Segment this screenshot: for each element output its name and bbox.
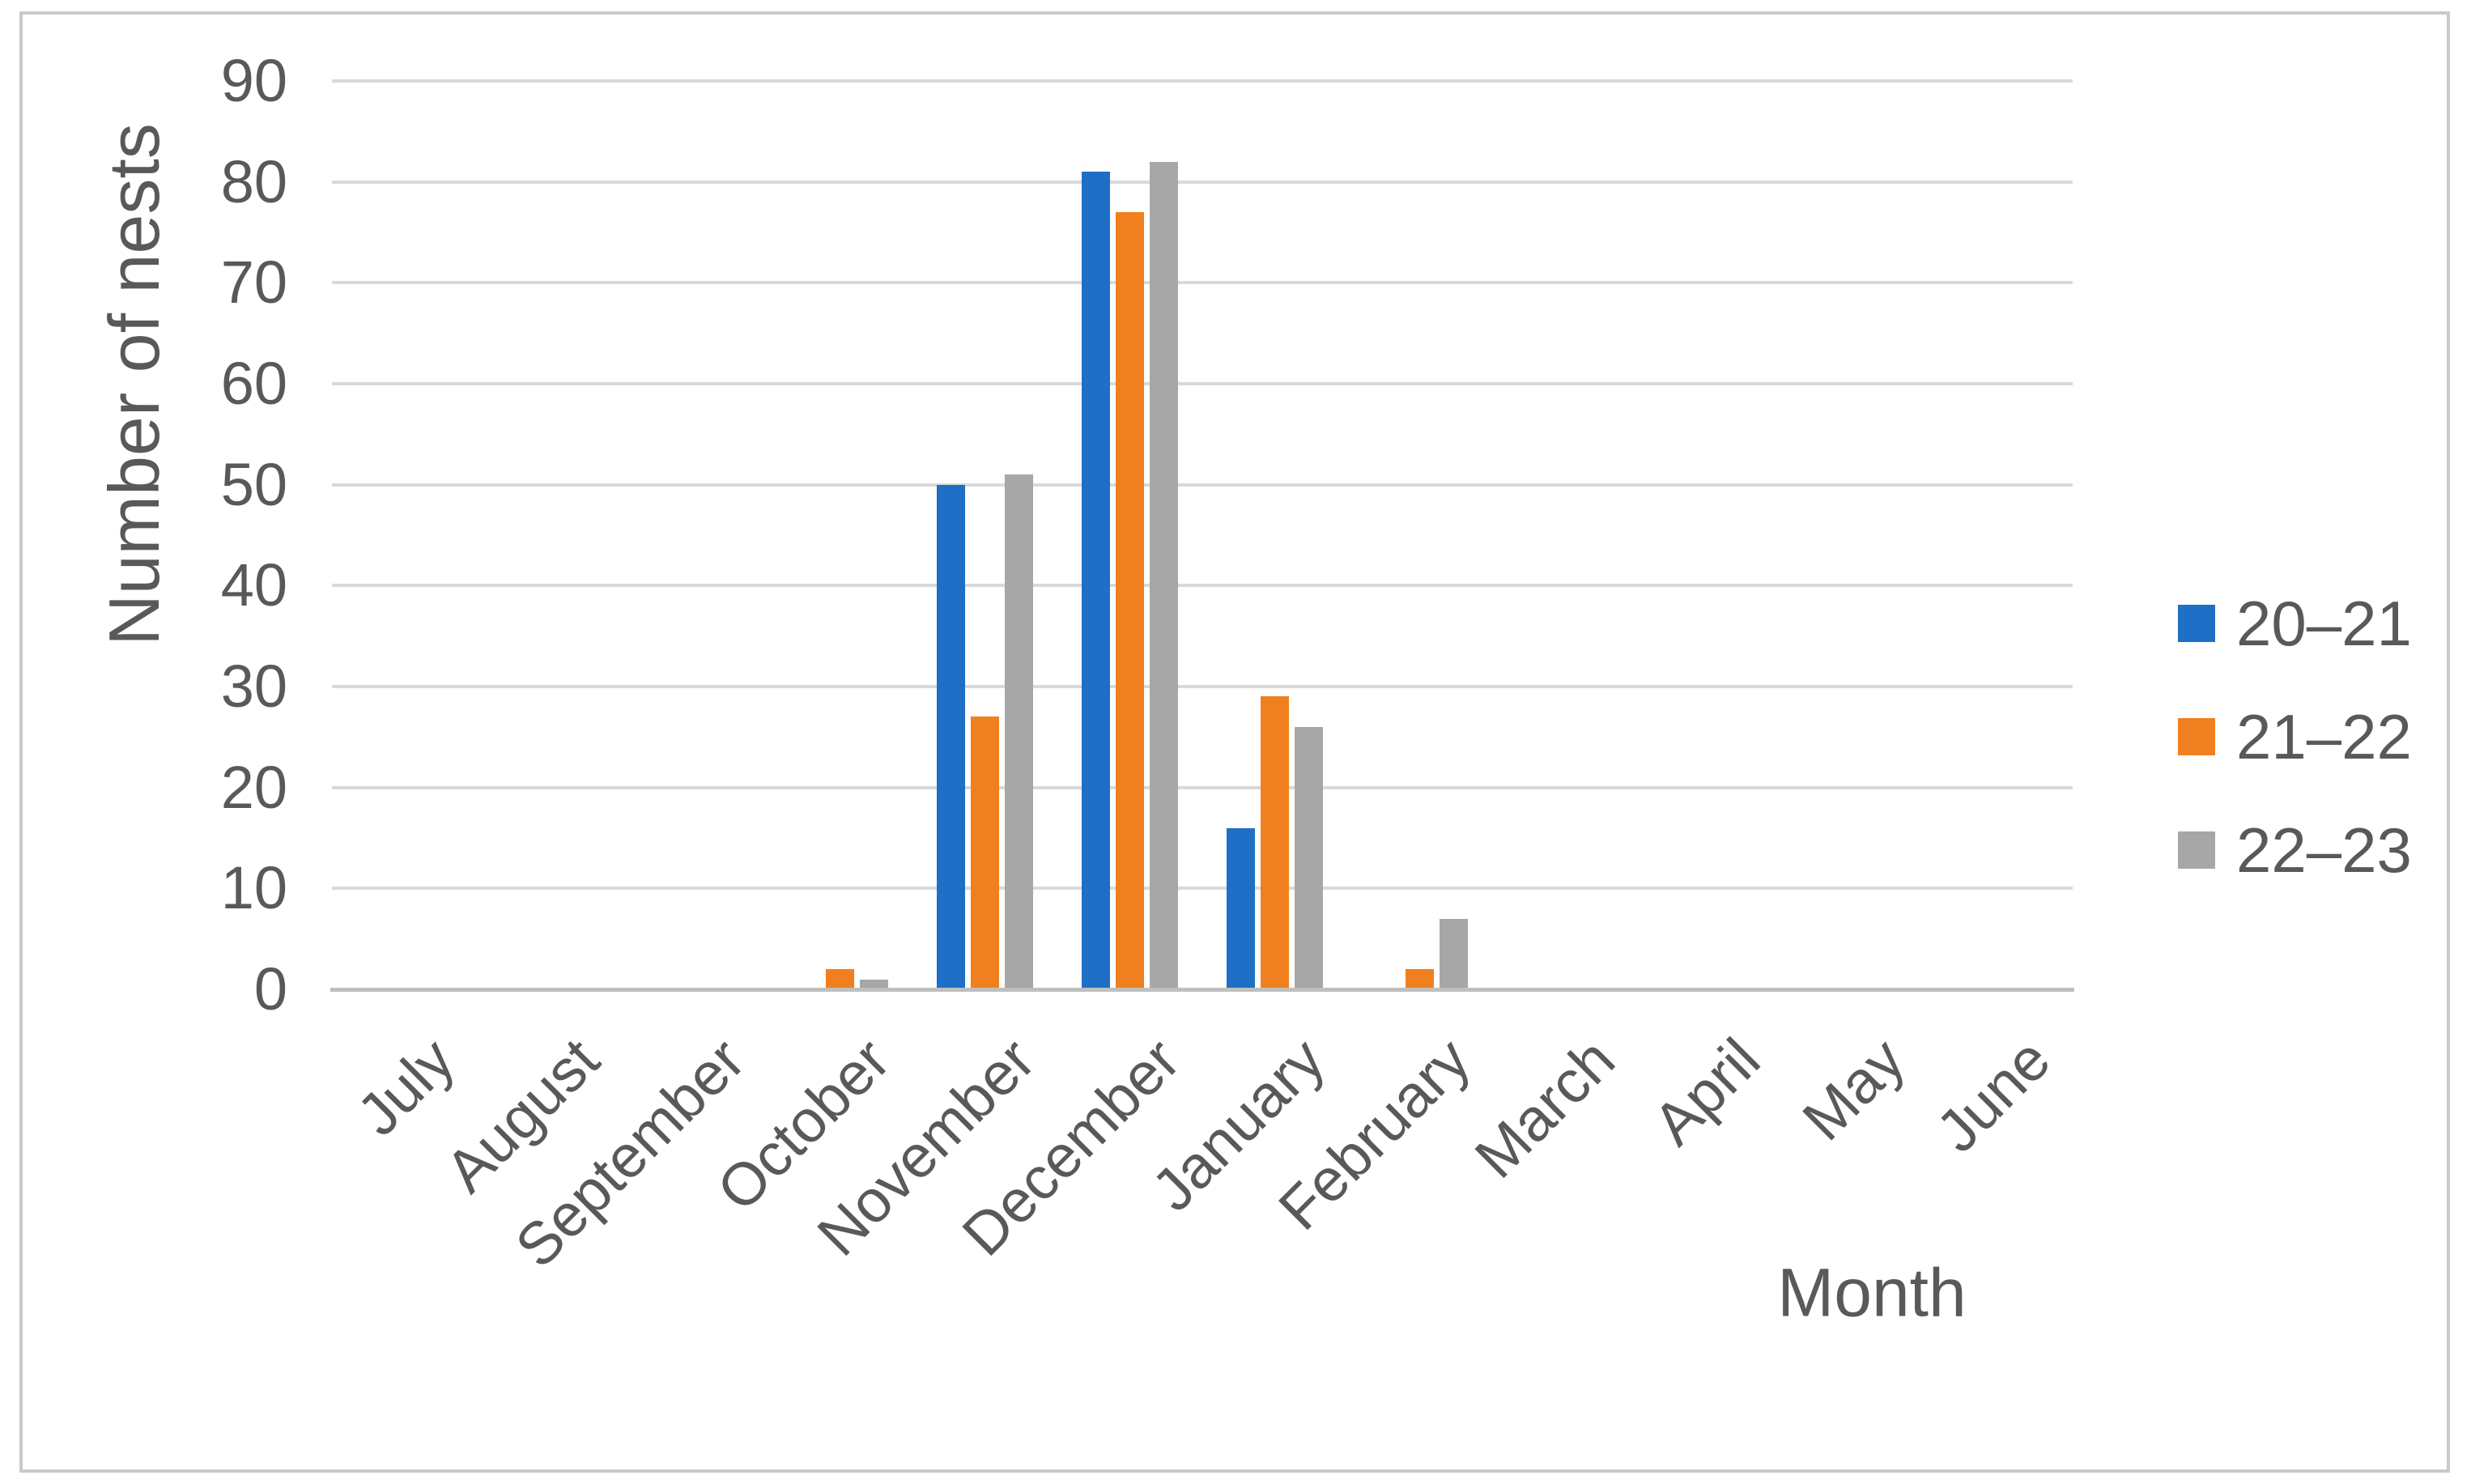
gridline-y-30 [332, 685, 2073, 688]
gridline-y-90 [332, 79, 2073, 83]
y-tick-label-10: 10 [220, 854, 287, 922]
legend-swatch-22-23 [2178, 831, 2215, 869]
y-tick-label-80: 80 [220, 147, 287, 215]
y-axis-title: Number of nests [94, 123, 174, 646]
bar-20-21-november [936, 484, 965, 989]
y-tick-label-20: 20 [220, 753, 287, 821]
gridline-y-20 [332, 785, 2073, 789]
y-tick-label-50: 50 [220, 450, 287, 518]
bar-20-21-january [1227, 827, 1256, 989]
bar-21-22-october [825, 969, 854, 989]
x-axis-line [330, 988, 2074, 992]
legend-entry-21-22: 21–22 [2178, 699, 2412, 774]
y-tick-label-0: 0 [253, 955, 287, 1023]
legend-label-22-23: 22–23 [2236, 814, 2412, 886]
legend-label-20-21: 20–21 [2236, 587, 2412, 659]
legend-entry-22-23: 22–23 [2178, 813, 2412, 887]
legend-swatch-21-22 [2178, 718, 2215, 755]
bar-21-22-january [1261, 696, 1290, 989]
bar-20-21-december [1081, 172, 1110, 989]
bar-21-22-december [1115, 212, 1144, 989]
bar-22-23-february [1440, 918, 1469, 989]
gridline-y-40 [332, 584, 2073, 588]
bar-21-22-february [1406, 969, 1435, 989]
gridline-y-70 [332, 281, 2073, 285]
bar-22-23-december [1149, 161, 1178, 989]
gridline-y-50 [332, 483, 2073, 487]
bar-22-23-january [1295, 726, 1324, 989]
gridline-y-80 [332, 180, 2073, 184]
gridline-y-10 [332, 887, 2073, 891]
figure-border [19, 11, 2450, 1473]
y-tick-label-90: 90 [220, 47, 287, 114]
x-axis-title: Month [1777, 1254, 1967, 1331]
legend-swatch-20-21 [2178, 605, 2215, 642]
y-tick-label-30: 30 [220, 653, 287, 720]
bar-22-23-november [1004, 474, 1033, 989]
bar-21-22-november [970, 716, 999, 989]
y-tick-label-60: 60 [220, 350, 287, 417]
gridline-y-60 [332, 382, 2073, 385]
y-tick-label-40: 40 [220, 551, 287, 619]
legend-entry-20-21: 20–21 [2178, 586, 2412, 661]
bar-22-23-october [859, 979, 888, 989]
legend-label-21-22: 21–22 [2236, 700, 2412, 772]
y-tick-label-70: 70 [220, 249, 287, 317]
